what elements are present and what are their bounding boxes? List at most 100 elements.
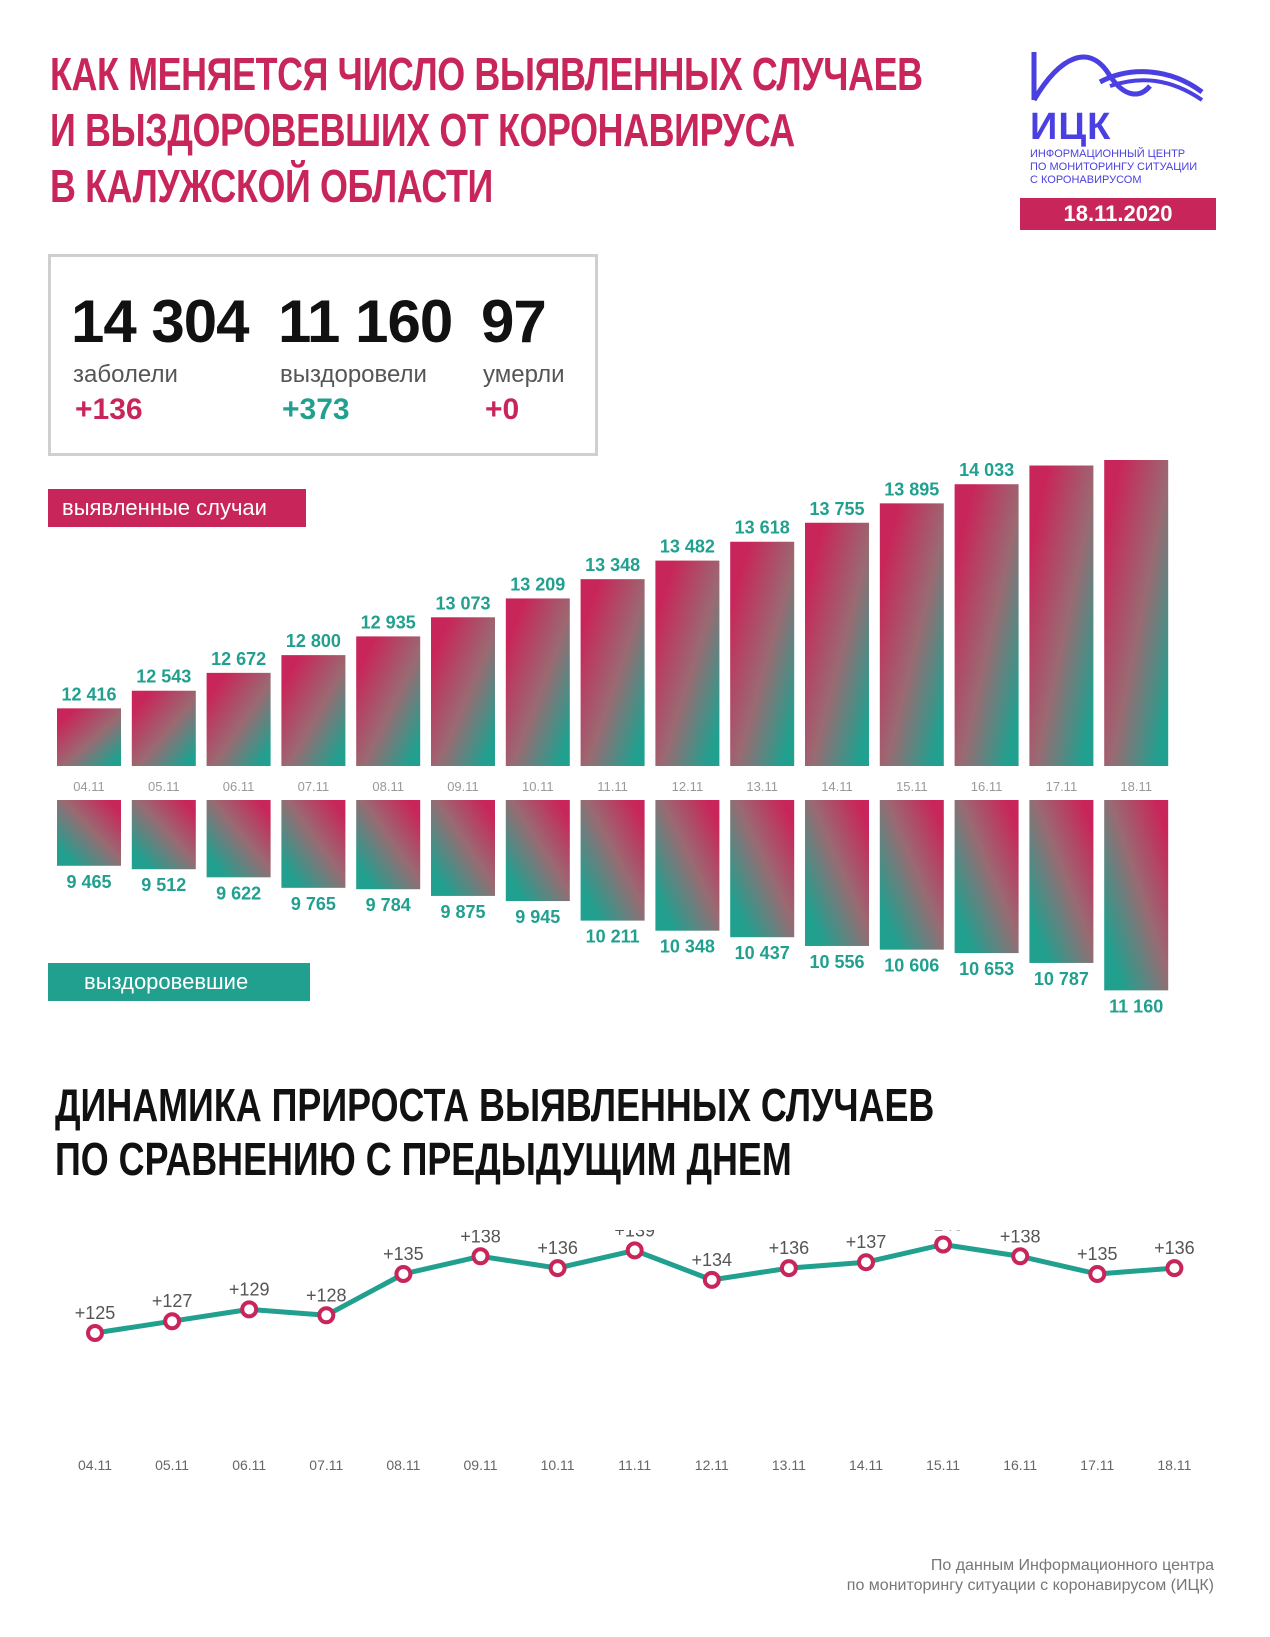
line-point [857, 1253, 875, 1272]
bar-cases [206, 672, 271, 766]
logo-subtitle: ИНФОРМАЦИОННЫЙ ЦЕНТР ПО МОНИТОРИНГУ СИТУ… [1030, 148, 1230, 187]
bar-recovered [730, 800, 795, 938]
bar-cases-label: 12 800 [286, 631, 341, 651]
line-point [1088, 1265, 1107, 1283]
logo-subtitle-line: С КОРОНАВИРУСОМ [1030, 174, 1142, 186]
line-point-label: +135 [383, 1244, 424, 1264]
category-tick-label: 13.11 [746, 779, 778, 794]
bar-recovered-label: 10 653 [959, 959, 1014, 979]
line-point [548, 1259, 567, 1278]
date-badge: 18.11.2020 [1020, 198, 1216, 230]
bar-recovered [580, 800, 645, 921]
source-line: по мониторингу ситуации с коронавирусом … [846, 1577, 1214, 1594]
line-point-label: +138 [1000, 1230, 1041, 1246]
line-point-label: +127 [152, 1291, 193, 1311]
line-category-label: 17.11 [1080, 1457, 1114, 1473]
bar-recovered-label: 9 465 [66, 872, 111, 892]
line-point [394, 1265, 413, 1283]
bar-recovered-label: 10 211 [586, 927, 640, 947]
bar-recovered-label: 9 765 [291, 894, 336, 914]
line-point-label: +137 [846, 1232, 887, 1252]
bar-recovered-label: 9 784 [366, 895, 411, 915]
line-point [1011, 1247, 1030, 1266]
stat-infected-label: заболели [73, 361, 178, 388]
title-line: КАК МЕНЯЕТСЯ ЧИСЛО ВЫЯВЛЕННЫХ СЛУЧАЕВ [50, 48, 923, 100]
bar-cases [879, 503, 944, 766]
bar-cases [57, 708, 121, 766]
line-category-label: 14.11 [849, 1457, 883, 1473]
bar-cases [431, 617, 495, 766]
bar-recovered [131, 800, 196, 870]
line-point-label: +139 [614, 1230, 655, 1240]
line-point-label: +135 [1077, 1244, 1118, 1264]
line-point-label: +136 [1154, 1238, 1195, 1258]
category-tick-label: 09.11 [447, 779, 479, 794]
line-point-label: +128 [306, 1285, 347, 1305]
line-category-label: 12.11 [695, 1457, 729, 1473]
stats-box: 14 304 заболели +136 11 160 выздоровели … [48, 254, 598, 456]
bar-recovered [206, 800, 271, 878]
bar-cases-label: 12 416 [61, 684, 116, 704]
line-category-label: 08.11 [386, 1457, 420, 1473]
line-point [934, 1235, 953, 1254]
bar-recovered [879, 800, 944, 950]
bar-cases-label: 12 543 [136, 667, 191, 687]
logo-subtitle-line: ПО МОНИТОРИНГУ СИТУАЦИИ [1030, 161, 1198, 173]
source-line: По данным Информационного центра [930, 1557, 1214, 1574]
line-point [1165, 1259, 1184, 1278]
bar-cases-label: 13 348 [585, 555, 640, 575]
subtitle-line: ПО СРАВНЕНИЮ С ПРЕДЫДУЩИМ ДНЕМ [55, 1133, 792, 1185]
bar-recovered-label: 10 787 [1034, 969, 1089, 989]
line-point-label: +129 [229, 1279, 270, 1299]
legend-cases: выявленные случаи [48, 489, 306, 527]
bar-cases-label: 13 755 [809, 499, 864, 519]
bar-recovered [505, 800, 570, 902]
line-point [317, 1306, 336, 1325]
title-line: В КАЛУЖСКОЙ ОБЛАСТИ [50, 160, 493, 212]
bar-recovered-label: 11 160 [1109, 996, 1163, 1016]
category-tick-label: 14.11 [821, 779, 853, 794]
line-point-label: +136 [769, 1238, 810, 1258]
bar-recovered-label: 9 622 [216, 883, 261, 903]
bar-cases-label: 13 073 [435, 593, 490, 613]
stat-recovered-label: выздоровели [280, 361, 427, 388]
line-category-label: 15.11 [926, 1457, 960, 1473]
category-tick-label: 08.11 [372, 779, 404, 794]
category-tick-label: 15.11 [896, 779, 928, 794]
bar-cases [1104, 460, 1169, 766]
bar-recovered-label: 10 556 [809, 952, 864, 972]
bar-cases-label: 12 672 [211, 649, 266, 669]
line-category-label: 07.11 [309, 1457, 343, 1473]
stat-deaths-value: 97 [481, 288, 547, 355]
bar-cases-label: 14 168 [1034, 460, 1089, 462]
logo-subtitle-line: ИНФОРМАЦИОННЫЙ ЦЕНТР [1030, 148, 1186, 160]
bar-cases [281, 655, 346, 766]
subtitle-line: ДИНАМИКА ПРИРОСТА ВЫЯВЛЕННЫХ СЛУЧАЕВ [55, 1079, 935, 1131]
legend-recovered: выздоровевшие [48, 963, 310, 1001]
line-category-label: 18.11 [1157, 1457, 1191, 1473]
logo: ИЦК ИНФОРМАЦИОННЫЙ ЦЕНТР ПО МОНИТОРИНГУ … [1020, 46, 1220, 236]
line-category-label: 04.11 [78, 1457, 112, 1473]
line-point [240, 1300, 259, 1319]
stat-deaths-label: умерли [483, 361, 565, 388]
line-category-label: 13.11 [772, 1457, 806, 1473]
bar-cases-label: 13 618 [735, 518, 790, 538]
category-tick-label: 05.11 [148, 779, 180, 794]
bar-cases-label: 13 209 [510, 574, 565, 594]
bar-cases [356, 636, 421, 766]
line-chart-title: ДИНАМИКА ПРИРОСТА ВЫЯВЛЕННЫХ СЛУЧАЕВ ПО … [55, 1078, 934, 1186]
category-tick-label: 06.11 [223, 779, 255, 794]
line-point [702, 1270, 721, 1289]
bar-recovered-label: 10 606 [884, 956, 939, 976]
bar-cases [131, 690, 196, 766]
category-tick-label: 07.11 [298, 779, 330, 794]
line-point [471, 1247, 490, 1266]
category-tick-label: 16.11 [971, 779, 1003, 794]
stat-recovered-delta: +373 [282, 393, 350, 426]
bar-chart: 12 416 04.11 9 465 12 543 05.11 9 512 12 672 06… [57, 460, 1169, 1016]
bar-recovered [431, 800, 495, 896]
category-tick-label: 17.11 [1046, 779, 1078, 794]
bar-recovered-label: 9 945 [515, 907, 560, 927]
category-tick-label: 10.11 [522, 779, 554, 794]
line-category-label: 09.11 [464, 1457, 498, 1473]
